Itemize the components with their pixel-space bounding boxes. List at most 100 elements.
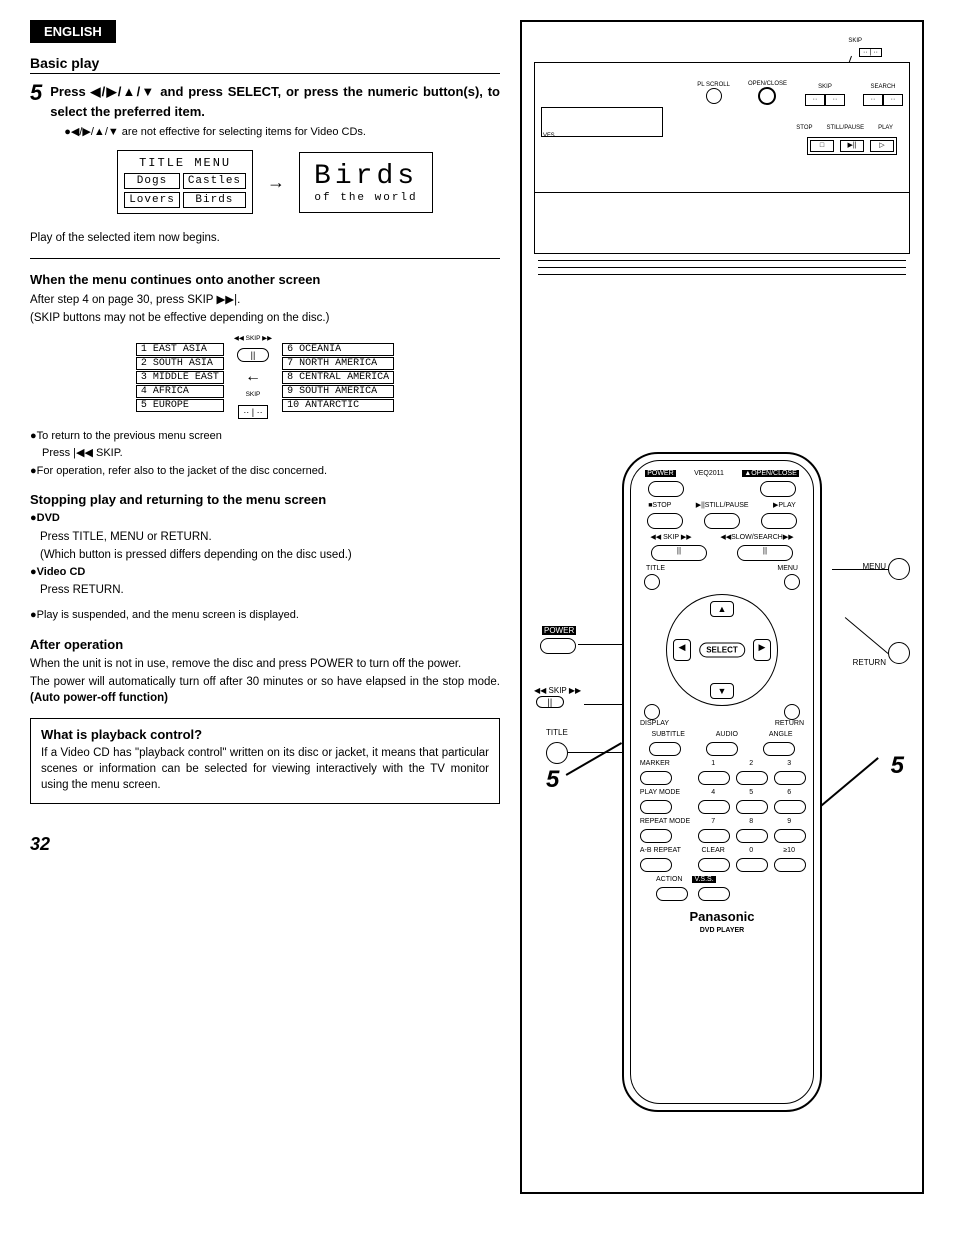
dpad: ▲ ▼ ◀ ▶ SELECT xyxy=(666,594,778,706)
play-btn-icon xyxy=(761,513,797,529)
open-btn-icon xyxy=(758,87,776,105)
num-btn-icon xyxy=(774,771,806,785)
step-5: 5 Press ◀/▶/▲/▼ and press SELECT, or pre… xyxy=(30,82,500,224)
skip-top-label: ◀◀ SKIP ▶▶ xyxy=(234,336,272,343)
playmode-label: PLAY MODE xyxy=(640,789,690,796)
stop-btn-icon xyxy=(647,513,683,529)
player-label: STILL/PAUSE xyxy=(827,125,865,131)
action-btn-icon xyxy=(656,887,688,901)
title-menu-item: Lovers xyxy=(124,192,180,208)
region-item: 9 SOUTH AMERICA xyxy=(282,385,394,398)
step-note: ●◀/▶/▲/▼ are not effective for selecting… xyxy=(64,125,500,140)
skip-next-icon: ·· xyxy=(825,94,845,106)
pause-btn-icon xyxy=(704,513,740,529)
return-prev-sub: Press |◀◀ SKIP. xyxy=(42,446,500,461)
subtitle-label: SUBTITLE xyxy=(651,731,684,738)
open-btn-icon xyxy=(760,481,796,497)
playback-title: What is playback control? xyxy=(41,727,489,742)
search-btn-icon: || xyxy=(737,545,793,561)
title-menu-item: Dogs xyxy=(124,173,180,189)
num-label: 7 xyxy=(698,818,728,825)
search-label: ◀◀SLOW/SEARCH▶▶ xyxy=(720,533,793,541)
playback-body: If a Video CD has "playback control" wri… xyxy=(41,745,489,793)
disc-tray-icon xyxy=(541,107,663,137)
page-number: 32 xyxy=(30,834,50,854)
birds-subtitle: of the world xyxy=(314,192,418,204)
skip-pill-icon: || xyxy=(536,696,564,708)
callout-circle xyxy=(546,742,568,764)
num-btn-icon xyxy=(774,858,806,872)
skip-buttons-col: ◀◀ SKIP ▶▶ || ← SKIP ·· | ·· xyxy=(234,336,272,419)
num-label: ≥10 xyxy=(774,847,804,854)
audio-label: AUDIO xyxy=(716,731,738,738)
pause-label: ▶||STILL/PAUSE xyxy=(696,501,749,509)
num-label: 2 xyxy=(736,760,766,767)
num-label: 6 xyxy=(774,789,804,796)
region-item: 5 EUROPE xyxy=(136,399,224,412)
stop-btn-icon: □ xyxy=(810,140,834,152)
ab-btn-icon xyxy=(640,858,672,872)
action-label: ACTION xyxy=(656,876,682,883)
player-label: VFS xyxy=(543,133,555,139)
left-column: ENGLISH Basic play 5 Press ◀/▶/▲/▼ and p… xyxy=(30,20,500,1194)
repeat-label: REPEAT MODE xyxy=(640,818,690,825)
vcd-label: ●Video CD xyxy=(30,565,500,580)
dvd-label: ●DVD xyxy=(30,511,500,526)
callout-line xyxy=(845,617,889,654)
clear-btn-icon xyxy=(698,858,730,872)
remote-diagram: POWER VEQ2011 ▲OPEN/CLOSE ■STOP ▶||STILL… xyxy=(612,452,832,1112)
power-label: POWER xyxy=(645,470,675,477)
num-btn-icon xyxy=(736,771,768,785)
angle-btn-icon xyxy=(763,742,795,756)
dpad-up-icon: ▲ xyxy=(710,601,734,617)
callout-power-label: POWER xyxy=(542,626,576,635)
stopping-title: Stopping play and returning to the menu … xyxy=(30,491,500,509)
num-btn-icon xyxy=(698,829,730,843)
marker-label: MARKER xyxy=(640,760,690,767)
region-item: 2 SOUTH ASIA xyxy=(136,357,224,370)
audio-btn-icon xyxy=(706,742,738,756)
playback-control-box: What is playback control? If a Video CD … xyxy=(30,718,500,804)
divider xyxy=(30,258,500,259)
skip-label: ◀◀ SKIP ▶▶ xyxy=(650,533,691,541)
skip-rect-icon: ·· | ·· xyxy=(238,405,267,419)
marker-btn-icon xyxy=(640,771,672,785)
language-badge: ENGLISH xyxy=(30,20,116,43)
birds-box: Birds of the world xyxy=(299,152,433,213)
ab-label: A-B REPEAT xyxy=(640,847,690,854)
callout-five-right: 5 xyxy=(891,752,904,780)
dpad-right-icon: ▶ xyxy=(753,639,771,661)
region-item: 8 CENTRAL AMERICA xyxy=(282,371,394,384)
select-btn: SELECT xyxy=(699,643,745,658)
player-skip-label: SKIP xyxy=(848,38,862,44)
menu-btn-icon xyxy=(784,574,800,590)
open-label: ▲OPEN/CLOSE xyxy=(742,470,798,477)
num-label: 4 xyxy=(698,789,728,796)
region-item: 1 EAST ASIA xyxy=(136,343,224,356)
dpad-down-icon: ▼ xyxy=(710,683,734,699)
arrow-right-icon: → xyxy=(267,172,285,193)
callout-title-label: TITLE xyxy=(546,728,568,737)
pause-btn-icon: ▶|| xyxy=(840,140,864,152)
num-label: 8 xyxy=(736,818,766,825)
clear-label: CLEAR xyxy=(698,847,728,854)
player-underbars xyxy=(538,260,906,275)
birds-title: Birds xyxy=(314,161,418,192)
return-label: RETURN xyxy=(775,720,804,727)
dpad-left-icon: ◀ xyxy=(673,639,691,661)
skip-pill-icon: || xyxy=(237,348,269,362)
subtitle-btn-icon xyxy=(649,742,681,756)
player-label: STOP xyxy=(796,125,812,131)
section-basic-play: Basic play xyxy=(30,55,500,74)
region-item: 4 AFRICA xyxy=(136,385,224,398)
after-op-title: After operation xyxy=(30,636,500,654)
callout-skip-label: ◀◀ SKIP ▶▶ xyxy=(534,686,581,695)
player-skip-btn-icon: ·· | ·· xyxy=(859,48,882,57)
display-label: DISPLAY xyxy=(640,720,669,727)
callout-circle xyxy=(888,558,910,580)
vss-btn-icon xyxy=(698,887,730,901)
num-btn-icon xyxy=(698,771,730,785)
play-begins-text: Play of the selected item now begins. xyxy=(30,230,500,246)
brand-label: Panasonic xyxy=(632,909,812,924)
after-op-line2: The power will automatically turn off af… xyxy=(30,674,500,706)
